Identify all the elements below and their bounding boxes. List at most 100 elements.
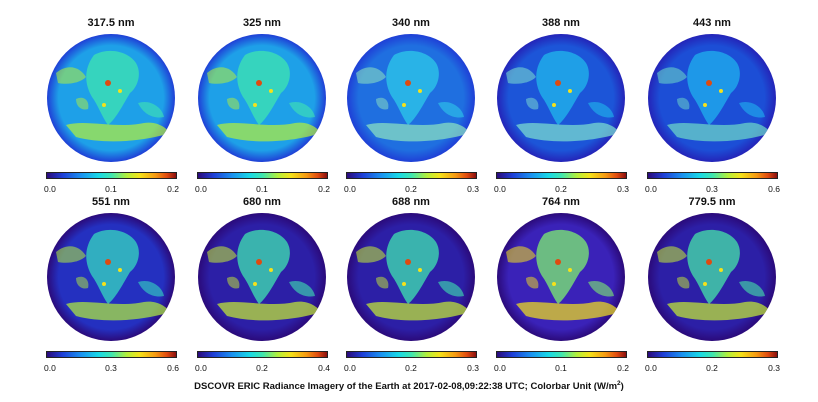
cloud-or-land-feature [418, 268, 422, 272]
cloud-or-land-feature [56, 246, 86, 263]
colorbar [197, 351, 328, 358]
earth-disk-image [198, 34, 326, 162]
colorbar [346, 172, 477, 179]
colorbar-tick-min: 0.0 [44, 363, 56, 373]
colorbar-tick-max: 0.2 [167, 184, 179, 194]
colorbar [346, 351, 477, 358]
cloud-or-land-feature [56, 67, 86, 84]
colorbar-tick-min: 0.0 [494, 363, 506, 373]
cloud-or-land-feature [588, 101, 614, 118]
figure-caption: DSCOVR ERIC Radiance Imagery of the Eart… [0, 379, 818, 393]
cloud-or-land-feature [438, 101, 464, 118]
earth-disk-image [497, 213, 625, 341]
cloud-or-land-feature [677, 276, 690, 289]
cloud-or-land-feature [138, 280, 164, 297]
colorbar-tick-min: 0.0 [344, 363, 356, 373]
earth-disk-image [347, 34, 475, 162]
cloud-or-land-feature [366, 301, 470, 321]
cloud-or-land-feature [256, 259, 262, 265]
colorbar-tick-mid: 0.1 [105, 184, 117, 194]
cloud-or-land-feature [138, 101, 164, 118]
cloud-or-land-feature [105, 80, 111, 86]
cloud-or-land-feature [687, 229, 740, 304]
caption-text: DSCOVR ERIC Radiance Imagery of the Eart… [194, 381, 618, 392]
caption-unit-superscript: 2 [617, 379, 621, 387]
colorbar-tick-max: 0.3 [467, 184, 479, 194]
cloud-or-land-feature [739, 280, 765, 297]
panel-title: 551 nm [92, 196, 130, 208]
cloud-or-land-feature [207, 246, 237, 263]
earth-disk-image [347, 213, 475, 341]
cloud-or-land-feature [386, 50, 439, 125]
cloud-or-land-feature [207, 67, 237, 84]
cloud-or-land-feature [237, 50, 290, 125]
colorbar-tick-min: 0.0 [195, 363, 207, 373]
colorbar [496, 351, 627, 358]
cloud-or-land-feature [289, 280, 315, 297]
cloud-or-land-feature [118, 268, 122, 272]
cloud-or-land-feature [706, 80, 712, 86]
cloud-or-land-feature [86, 50, 139, 125]
cloud-or-land-feature [555, 80, 561, 86]
cloud-or-land-feature [719, 89, 723, 93]
cloud-or-land-feature [376, 97, 389, 110]
cloud-or-land-feature [536, 50, 589, 125]
cloud-or-land-feature [356, 67, 386, 84]
panel-title: 325 nm [243, 17, 281, 29]
panel-title: 443 nm [693, 17, 731, 29]
cloud-or-land-feature [405, 259, 411, 265]
colorbar-tick-min: 0.0 [494, 184, 506, 194]
cloud-or-land-feature [269, 268, 273, 272]
cloud-or-land-feature [555, 259, 561, 265]
colorbar-tick-max: 0.6 [167, 363, 179, 373]
earth-disk-image [497, 34, 625, 162]
cloud-or-land-feature [376, 276, 389, 289]
cloud-or-land-feature [402, 282, 406, 286]
colorbar-tick-max: 0.4 [318, 363, 330, 373]
cloud-or-land-feature [667, 301, 771, 321]
cloud-or-land-feature [506, 246, 536, 263]
cloud-or-land-feature [552, 103, 556, 107]
earth-disk-image [648, 34, 776, 162]
panel-title: 388 nm [542, 17, 580, 29]
cloud-or-land-feature [386, 229, 439, 304]
panel-title: 680 nm [243, 196, 281, 208]
cloud-or-land-feature [526, 276, 539, 289]
colorbar-tick-mid: 0.2 [256, 363, 268, 373]
earth-disk-image [198, 213, 326, 341]
cloud-or-land-feature [227, 276, 240, 289]
cloud-or-land-feature [657, 67, 687, 84]
cloud-or-land-feature [687, 50, 740, 125]
panel-title: 317.5 nm [87, 17, 135, 29]
cloud-or-land-feature [703, 103, 707, 107]
colorbar-tick-min: 0.0 [645, 184, 657, 194]
colorbar [46, 172, 177, 179]
panel-title: 779.5 nm [688, 196, 736, 208]
cloud-or-land-feature [516, 301, 620, 321]
cloud-or-land-feature [253, 282, 257, 286]
colorbar-tick-min: 0.0 [195, 184, 207, 194]
earth-disk-image [648, 213, 776, 341]
cloud-or-land-feature [86, 229, 139, 304]
cloud-or-land-feature [719, 268, 723, 272]
cloud-or-land-feature [118, 89, 122, 93]
cloud-or-land-feature [105, 259, 111, 265]
colorbar-tick-max: 0.6 [768, 184, 780, 194]
cloud-or-land-feature [217, 122, 321, 142]
colorbar-tick-max: 0.3 [617, 184, 629, 194]
cloud-or-land-feature [227, 97, 240, 110]
colorbar-tick-mid: 0.1 [256, 184, 268, 194]
colorbar [647, 351, 778, 358]
colorbar-tick-max: 0.2 [617, 363, 629, 373]
cloud-or-land-feature [536, 229, 589, 304]
cloud-or-land-feature [552, 282, 556, 286]
colorbar-tick-min: 0.0 [645, 363, 657, 373]
cloud-or-land-feature [706, 259, 712, 265]
cloud-or-land-feature [568, 268, 572, 272]
colorbar-tick-mid: 0.3 [706, 184, 718, 194]
colorbar [197, 172, 328, 179]
colorbar-tick-min: 0.0 [344, 184, 356, 194]
cloud-or-land-feature [66, 122, 170, 142]
cloud-or-land-feature [739, 101, 765, 118]
panel-title: 340 nm [392, 17, 430, 29]
